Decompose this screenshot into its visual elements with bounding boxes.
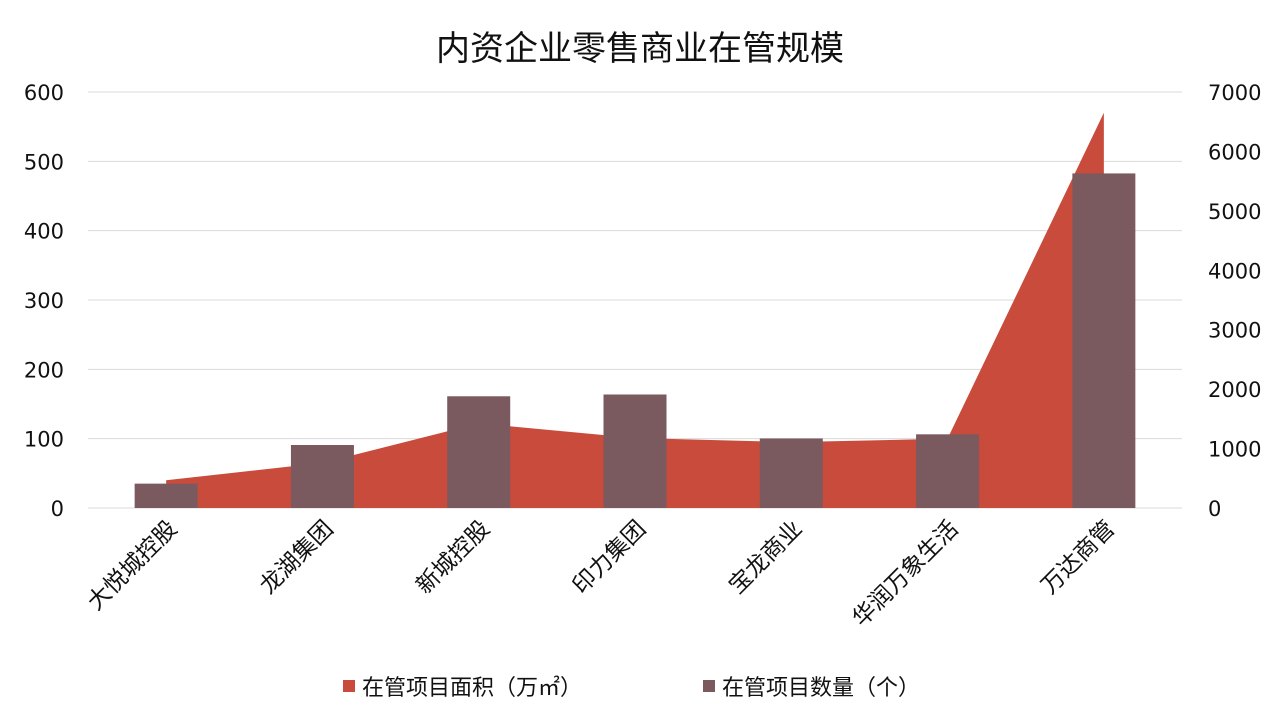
- left-axis-tick-label: 600: [24, 81, 64, 105]
- category-label: 万达商管: [1037, 516, 1120, 599]
- bar: [759, 438, 823, 508]
- right-axis-tick-label: 0: [1208, 497, 1221, 521]
- area-series-path: [166, 112, 1104, 509]
- bar: [603, 394, 667, 508]
- right-axis-ticks: 0 1000 2000 3000 4000 5000 6000 7000: [1208, 81, 1261, 521]
- chart-title: 内资企业零售商业在管规模: [436, 29, 844, 69]
- category-label: 宝龙商业: [724, 516, 807, 599]
- left-axis-ticks: 0 100 200 300 400 500 600: [24, 81, 64, 521]
- legend-swatch-bar: [703, 680, 715, 692]
- left-axis-tick-label: 500: [24, 150, 64, 174]
- right-axis-tick-label: 5000: [1208, 200, 1261, 224]
- left-axis-tick-label: 300: [24, 289, 64, 313]
- bar: [916, 434, 980, 508]
- legend-swatch-area: [343, 680, 355, 692]
- left-axis-tick-label: 100: [24, 428, 64, 452]
- legend-label-area: 在管项目面积（万㎡）: [362, 675, 582, 701]
- right-axis-tick-label: 3000: [1208, 319, 1261, 343]
- area-series: [166, 112, 1104, 509]
- bar: [447, 396, 511, 508]
- right-axis-tick-label: 2000: [1208, 378, 1261, 402]
- right-axis-tick-label: 6000: [1208, 140, 1261, 164]
- bar: [134, 483, 198, 508]
- legend: 在管项目面积（万㎡） 在管项目数量（个）: [343, 675, 920, 701]
- legend-label-bar: 在管项目数量（个）: [722, 676, 920, 701]
- category-label: 印力集团: [568, 516, 651, 599]
- right-axis-tick-label: 1000: [1208, 438, 1261, 462]
- bar: [290, 445, 354, 508]
- category-label: 大悦城控股: [83, 516, 183, 616]
- category-label: 龙湖集团: [255, 516, 338, 599]
- gridlines: [88, 91, 1182, 509]
- left-axis-tick-label: 200: [24, 358, 64, 382]
- right-axis-tick-label: 7000: [1208, 81, 1261, 105]
- right-axis-tick-label: 4000: [1208, 259, 1261, 283]
- category-labels: 大悦城控股 龙湖集团 新城控股 印力集团 宝龙商业 华润万象生活 万达商管: [83, 516, 1120, 632]
- category-label: 华润万象生活: [848, 516, 964, 632]
- bar: [1072, 173, 1136, 508]
- left-axis-tick-label: 0: [51, 497, 64, 521]
- left-axis-tick-label: 400: [24, 220, 64, 244]
- category-label: 新城控股: [412, 516, 495, 599]
- bar-series: [134, 173, 1136, 508]
